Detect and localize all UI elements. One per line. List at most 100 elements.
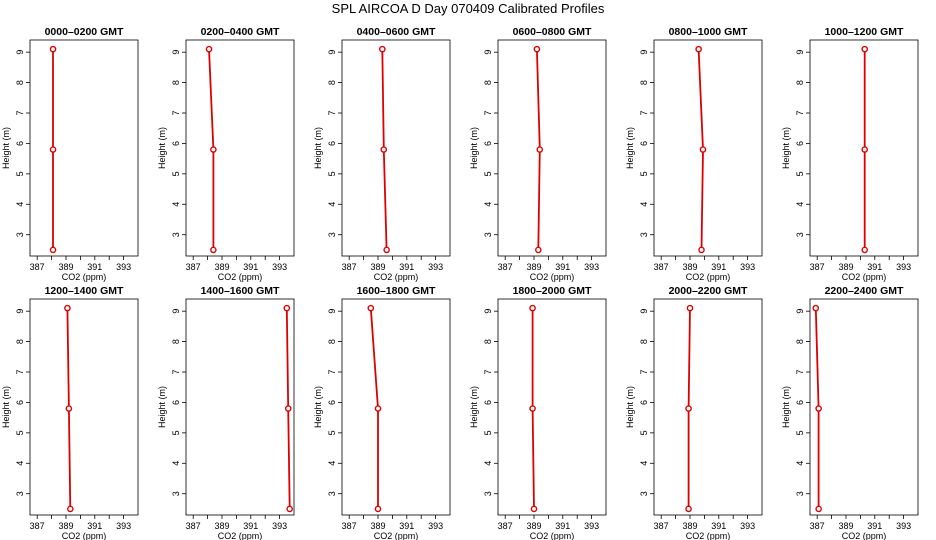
panel-title: 0600–0800 GMT [513,26,592,38]
figure-title: SPL AIRCOA D Day 070409 Calibrated Profi… [332,1,605,16]
y-tick-label: 7 [15,111,25,116]
profile-point [815,505,822,513]
panel-title: 0000–0200 GMT [45,26,124,38]
x-tick-label: 389 [370,262,385,272]
x-tick-label: 387 [498,262,513,272]
profile-panel: 0800–1000 GMT 387 389 391 393 3 4 5 6 7 8 9 CO2 (ppm… [625,26,763,282]
profile-point [284,405,292,412]
profile-point [374,405,382,412]
y-tick-label: 4 [795,202,805,207]
x-tick-label: 393 [584,521,599,531]
y-tick-label: 4 [171,202,181,207]
y-tick-label: 3 [171,232,181,237]
x-tick-label: 391 [867,521,882,531]
y-tick-label: 7 [327,370,337,375]
profile-panel: 0600–0800 GMT 387 389 391 393 3 4 5 6 7 8 9 CO2 (ppm… [469,26,607,282]
plot-frame [185,39,295,257]
x-tick-label: 393 [272,521,287,531]
x-tick-label: 393 [116,521,131,531]
x-axis-label: CO2 (ppm) [62,531,107,540]
panel-title: 0400–0600 GMT [357,26,436,38]
y-tick-label: 5 [639,430,649,435]
x-tick-label: 391 [555,521,570,531]
y-tick-label: 5 [327,430,337,435]
y-tick-label: 8 [15,339,25,344]
plot-frame [653,298,763,516]
profile-point [367,304,375,312]
y-tick-label: 7 [639,370,649,375]
panel-title: 2000–2200 GMT [669,285,748,297]
x-tick-label: 389 [838,521,853,531]
y-tick-label: 4 [171,461,181,466]
y-axis-label: Height (m) [157,127,167,169]
y-tick-label: 4 [327,461,337,466]
y-tick-label: 9 [483,309,493,314]
y-axis-label: Height (m) [469,386,479,428]
y-tick-label: 9 [327,309,337,314]
x-tick-label: 393 [896,262,911,272]
profile-panel: 0000–0200 GMT 387 389 391 393 3 4 5 6 7 8 9 CO2 (ppm… [1,26,139,282]
y-tick-label: 5 [483,430,493,435]
panel-title: 1200–1400 GMT [45,285,124,297]
x-axis-label: CO2 (ppm) [218,531,263,540]
x-tick-label: 391 [243,262,258,272]
x-tick-label: 391 [867,262,882,272]
y-tick-label: 9 [795,50,805,55]
plot-frame [653,39,763,257]
y-tick-label: 5 [327,171,337,176]
y-tick-label: 8 [639,80,649,85]
x-axis-label: CO2 (ppm) [686,531,731,540]
panel-title: 1600–1800 GMT [357,285,436,297]
y-tick-label: 9 [15,50,25,55]
y-tick-label: 6 [171,141,181,146]
y-axis-label: Height (m) [469,127,479,169]
profile-point [210,146,217,153]
y-tick-label: 9 [483,50,493,55]
x-tick-label: 391 [87,521,102,531]
x-tick-label: 393 [428,262,443,272]
x-tick-label: 389 [526,262,541,272]
y-tick-label: 6 [483,400,493,405]
y-tick-label: 4 [483,202,493,207]
x-axis-label: CO2 (ppm) [686,272,731,282]
x-tick-label: 387 [654,262,669,272]
y-tick-label: 5 [15,430,25,435]
x-tick-label: 393 [584,262,599,272]
y-tick-label: 7 [171,370,181,375]
profile-point [812,304,820,312]
y-tick-label: 6 [327,400,337,405]
x-tick-label: 391 [87,262,102,272]
plot-frame [185,298,295,516]
profile-point [861,45,869,53]
plot-frame [809,39,919,257]
profile-point [65,405,73,412]
x-axis-label: CO2 (ppm) [374,531,419,540]
y-tick-label: 6 [171,400,181,405]
profile-point [383,246,390,254]
y-axis-label: Height (m) [157,386,167,428]
plot-frame [497,39,607,257]
x-tick-label: 387 [498,521,513,531]
panel-title: 1400–1600 GMT [201,285,280,297]
y-tick-label: 9 [327,50,337,55]
x-tick-label: 389 [370,521,385,531]
x-tick-label: 391 [711,521,726,531]
x-tick-label: 393 [740,262,755,272]
y-tick-label: 6 [15,141,25,146]
y-tick-label: 5 [483,171,493,176]
y-tick-label: 6 [795,400,805,405]
y-tick-label: 5 [795,171,805,176]
profile-point [286,505,293,513]
y-axis-label: Height (m) [313,127,323,169]
panel-title: 0200–0400 GMT [201,26,280,38]
profile-point [861,146,869,153]
x-tick-label: 389 [58,262,73,272]
x-axis-label: CO2 (ppm) [374,272,419,282]
plot-frame [29,298,139,516]
y-tick-label: 7 [15,370,25,375]
profile-point [64,304,71,312]
profile-panel: 1600–1800 GMT 387 389 391 393 3 4 5 6 7 8 9 CO2 (ppm… [313,285,451,540]
x-tick-label: 387 [186,521,201,531]
x-tick-label: 393 [896,521,911,531]
